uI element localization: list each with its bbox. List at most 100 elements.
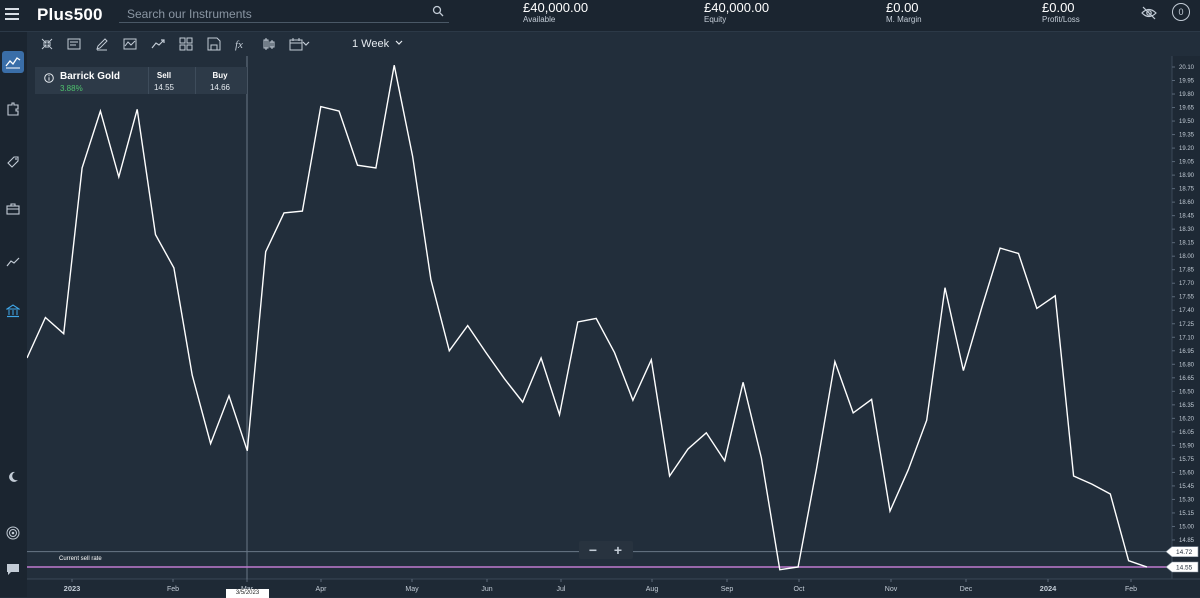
price-axis: [1172, 56, 1200, 579]
y-tick-label: 16.20: [1179, 416, 1195, 422]
sidebar-item-charts[interactable]: [2, 51, 24, 73]
y-tick-label: 15.00: [1179, 524, 1195, 530]
buy-button[interactable]: Buy 14.66: [195, 71, 245, 92]
y-tick-label: 19.95: [1179, 79, 1195, 85]
y-tick-label: 18.00: [1179, 254, 1195, 260]
x-tick-label: 2023: [64, 584, 81, 593]
equity-label: Equity: [704, 15, 727, 24]
y-tick-label: 15.45: [1179, 484, 1195, 490]
y-tick-label: 18.75: [1179, 187, 1195, 193]
y-tick-label: 19.05: [1179, 160, 1195, 166]
margin-label: M. Margin: [886, 15, 922, 24]
sell-price: 14.55: [153, 83, 175, 92]
y-tick-label: 16.35: [1179, 403, 1195, 409]
puzzle-icon: [7, 102, 19, 116]
hide-balance-icon[interactable]: [1141, 6, 1157, 20]
trend-icon: [6, 257, 20, 267]
available-stat: £40,000.00 Available: [523, 1, 588, 25]
x-tick-label: Sep: [721, 586, 734, 593]
x-tick-label: Feb: [1125, 586, 1137, 593]
zoom-in-button[interactable]: +: [613, 542, 623, 558]
y-tick-label: 20.10: [1179, 65, 1195, 71]
x-tick-label: Oct: [794, 586, 805, 593]
chart-toolbar: fx 1 Week: [27, 32, 1200, 56]
pencil-icon[interactable]: [95, 37, 109, 51]
y-tick-label: 15.15: [1179, 511, 1195, 517]
crosshair-date-tag: 3/5/2023: [226, 589, 269, 598]
y-tick-label: 19.65: [1179, 106, 1195, 112]
current-sell-rate-label: Current sell rate: [59, 556, 102, 562]
bank-icon: [6, 304, 20, 318]
sidebar-item-support[interactable]: [2, 522, 24, 544]
sidebar-item-trends[interactable]: [2, 251, 24, 273]
instrument-change: 3.88%: [60, 84, 83, 93]
sidebar-item-instruments[interactable]: [2, 98, 24, 120]
x-tick-label: May: [405, 586, 419, 593]
collapse-icon[interactable]: [40, 37, 54, 51]
y-tick-label: 17.55: [1179, 295, 1195, 301]
y-tick-label: 18.90: [1179, 173, 1195, 179]
buy-label: Buy: [212, 71, 228, 80]
search-icon[interactable]: [432, 5, 444, 17]
timeframe-selector[interactable]: 1 Week: [352, 38, 403, 50]
available-label: Available: [523, 15, 556, 24]
y-tick-label: 16.05: [1179, 430, 1195, 436]
chat-icon: [7, 564, 19, 575]
notifications-badge[interactable]: 0: [1172, 3, 1190, 21]
available-value: £40,000.00: [523, 0, 589, 15]
timeframe-label: 1 Week: [352, 38, 390, 50]
y-tick-label: 16.80: [1179, 362, 1195, 368]
sell-rate-price-tag: 14.55: [1176, 565, 1193, 572]
y-tick-label: 18.60: [1179, 200, 1195, 206]
y-tick-label: 18.45: [1179, 214, 1195, 220]
y-tick-label: 18.15: [1179, 241, 1195, 247]
sell-button[interactable]: Sell 14.55: [139, 71, 189, 92]
calendar-icon[interactable]: [289, 37, 303, 51]
left-sidebar: [0, 32, 27, 597]
chart-marks: 20.10 19.95 19.80 19.65 19.50 19.35 19.20 19.05…: [26, 56, 1200, 597]
y-tick-label: 16.65: [1179, 376, 1195, 382]
briefcase-icon: [6, 203, 20, 215]
y-tick-label: 16.95: [1179, 349, 1195, 355]
y-tick-label: 15.75: [1179, 457, 1195, 463]
y-tick-label: 15.60: [1179, 470, 1195, 476]
chart-line-icon: [5, 57, 21, 69]
info-icon[interactable]: [44, 73, 54, 83]
instrument-name: Barrick Gold: [60, 71, 121, 82]
x-tick-label: Aug: [646, 586, 659, 593]
layout-grid-icon[interactable]: [179, 37, 193, 51]
y-tick-label: 15.90: [1179, 443, 1195, 449]
sidebar-item-bank[interactable]: [2, 300, 24, 322]
buy-price: 14.66: [209, 83, 231, 92]
zoom-out-button[interactable]: −: [588, 542, 598, 558]
save-icon[interactable]: [207, 37, 221, 51]
sidebar-item-portfolio[interactable]: [2, 198, 24, 220]
candlestick-icon[interactable]: [262, 37, 276, 51]
x-tick-label: Feb: [167, 586, 179, 593]
y-tick-label: 19.35: [1179, 133, 1195, 139]
divider: [148, 67, 149, 94]
svg-text:fx: fx: [235, 39, 243, 51]
sell-label: Sell: [156, 71, 172, 80]
top-bar: Plus500 £40,000.00 Available £40,000.00 …: [0, 0, 1200, 32]
tag-icon: [7, 156, 19, 168]
zoom-control: − +: [579, 541, 633, 559]
search-input[interactable]: [125, 4, 429, 24]
sidebar-item-theme[interactable]: [2, 466, 24, 488]
search-box[interactable]: [119, 2, 449, 24]
profit-loss-value: £0.00: [1042, 0, 1075, 15]
x-tick-label: 2024: [1040, 584, 1058, 593]
trend-line-icon[interactable]: [151, 37, 165, 51]
y-tick-label: 18.30: [1179, 227, 1195, 233]
function-icon[interactable]: fx: [234, 37, 248, 51]
sidebar-item-tags[interactable]: [2, 151, 24, 173]
chevron-down-icon[interactable]: [302, 40, 310, 48]
line-chart-type-icon[interactable]: [123, 37, 137, 51]
y-tick-label: 17.10: [1179, 335, 1195, 341]
y-tick-label: 19.50: [1179, 119, 1195, 125]
logo: Plus500: [37, 5, 103, 24]
menu-icon[interactable]: [5, 6, 19, 20]
indicator-list-icon[interactable]: [67, 37, 81, 51]
sidebar-item-chat[interactable]: [2, 558, 24, 580]
